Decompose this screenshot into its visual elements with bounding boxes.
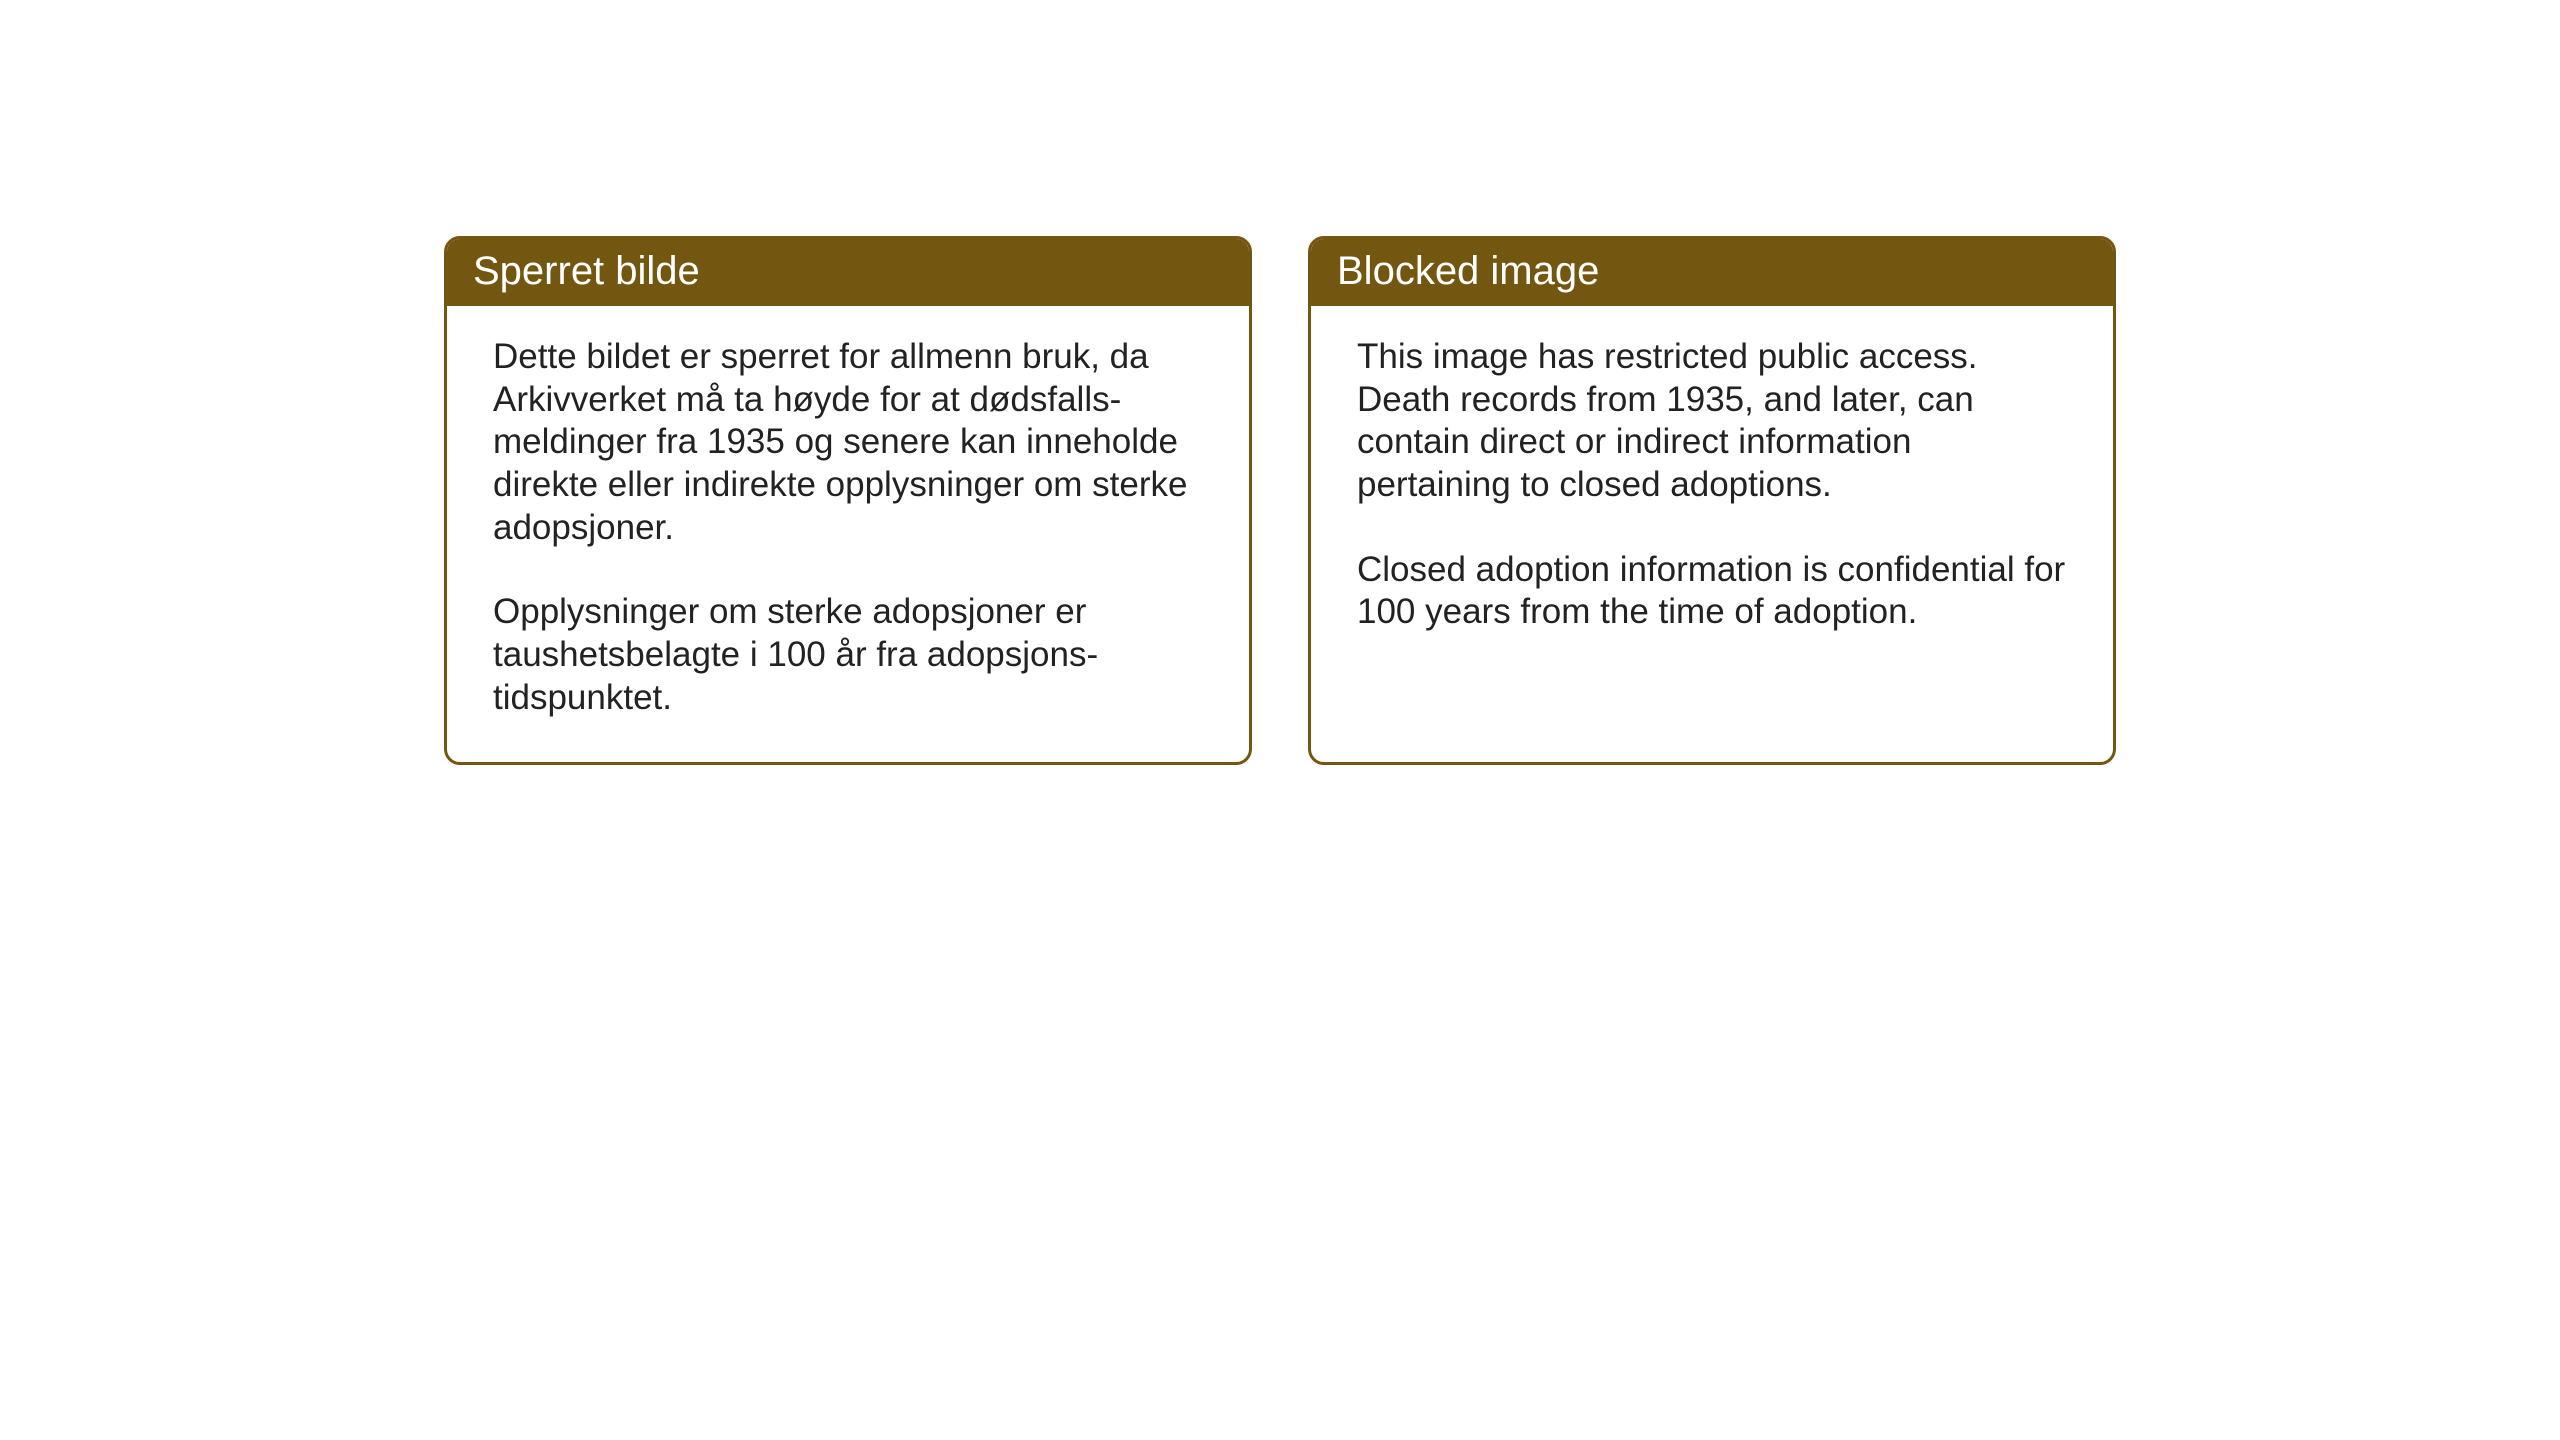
notice-paragraph-2-norwegian: Opplysninger om sterke adopsjoner er tau…: [493, 591, 1203, 719]
notice-header-norwegian: Sperret bilde: [447, 239, 1249, 306]
notice-body-norwegian: Dette bildet er sperret for allmenn bruk…: [447, 306, 1249, 762]
notice-paragraph-2-english: Closed adoption information is confident…: [1357, 549, 2067, 634]
notice-card-norwegian: Sperret bilde Dette bildet er sperret fo…: [444, 236, 1252, 765]
notice-header-english: Blocked image: [1311, 239, 2113, 306]
notice-container: Sperret bilde Dette bildet er sperret fo…: [444, 236, 2116, 765]
notice-paragraph-1-norwegian: Dette bildet er sperret for allmenn bruk…: [493, 336, 1203, 549]
notice-body-english: This image has restricted public access.…: [1311, 306, 2113, 746]
notice-paragraph-1-english: This image has restricted public access.…: [1357, 336, 2067, 507]
notice-card-english: Blocked image This image has restricted …: [1308, 236, 2116, 765]
